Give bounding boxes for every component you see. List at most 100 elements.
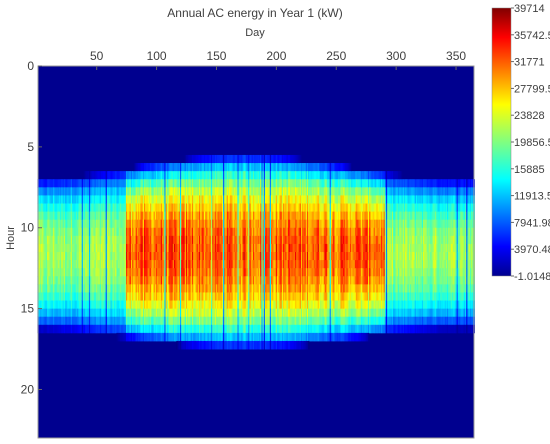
- heatmap-cell: [211, 195, 213, 204]
- heatmap-cell: [121, 292, 123, 301]
- heatmap-cell: [195, 284, 198, 293]
- heatmap-cell: [96, 243, 98, 253]
- heatmap-cell: [133, 332, 135, 342]
- heatmap-cell: [275, 268, 278, 277]
- heatmap-cell: [93, 276, 96, 285]
- heatmap-cell: [97, 308, 99, 318]
- heatmap-cell: [39, 260, 42, 269]
- heatmap-cell: [112, 227, 115, 237]
- heatmap-cell: [275, 219, 278, 229]
- heatmap-cell: [279, 235, 281, 245]
- heatmap-cell: [288, 276, 291, 285]
- heatmap-cell: [195, 154, 198, 164]
- heatmap-cell: [68, 284, 71, 293]
- heatmap-cell: [237, 276, 240, 285]
- heatmap-cell: [303, 340, 305, 350]
- heatmap-cell: [117, 219, 120, 229]
- heatmap-cell: [163, 292, 165, 301]
- heatmap-cell: [100, 292, 103, 301]
- heatmap-cell: [147, 308, 150, 318]
- heatmap-cell: [171, 211, 174, 221]
- heatmap-cell: [227, 195, 230, 204]
- heatmap-cell: [62, 268, 65, 277]
- heatmap-cell: [182, 340, 184, 350]
- heatmap-cell: [187, 332, 189, 342]
- heatmap-cell: [179, 219, 182, 229]
- heatmap-cell: [153, 179, 156, 188]
- heatmap-cell: [254, 268, 256, 277]
- heatmap-cell: [58, 308, 61, 318]
- heatmap-cell: [286, 260, 289, 269]
- heatmap-cell: [50, 276, 53, 285]
- heatmap-cell: [268, 260, 271, 269]
- heatmap-cell: [185, 276, 188, 285]
- heatmap-cell: [81, 308, 84, 318]
- heatmap-cell: [128, 252, 131, 261]
- heatmap-cell: [305, 187, 308, 196]
- heatmap-cell: [169, 219, 171, 229]
- heatmap-cell: [251, 276, 254, 285]
- heatmap-cell: [248, 154, 250, 164]
- heatmap-cell: [165, 268, 168, 277]
- heatmap-cell: [139, 252, 141, 261]
- heatmap-cell: [52, 219, 55, 229]
- heatmap-cell: [43, 243, 45, 253]
- heatmap-cell: [202, 171, 205, 180]
- heatmap-cell: [50, 235, 53, 245]
- heatmap-cell: [235, 195, 237, 204]
- heatmap-cell: [105, 252, 108, 261]
- heatmap-cell: [266, 227, 268, 237]
- heatmap-cell: [250, 260, 253, 269]
- heatmap-cell: [72, 276, 74, 285]
- heatmap-cell: [72, 308, 74, 318]
- heatmap-cell: [110, 308, 113, 318]
- heatmap-cell: [146, 203, 148, 212]
- heatmap-cell: [126, 243, 128, 253]
- heatmap-cell: [172, 227, 175, 237]
- heatmap-cell: [272, 179, 274, 188]
- heatmap-cell: [237, 195, 240, 204]
- heatmap-cell: [219, 308, 222, 318]
- heatmap-cell: [187, 340, 189, 350]
- heatmap-cell: [248, 211, 250, 221]
- heatmap-cell: [166, 171, 169, 180]
- heatmap-cell: [218, 243, 220, 253]
- heatmap-cell: [127, 252, 129, 261]
- heatmap-cell: [148, 308, 151, 318]
- heatmap-cell: [247, 316, 249, 326]
- heatmap-cell: [140, 316, 143, 326]
- heatmap-cell: [266, 187, 268, 196]
- heatmap-cell: [105, 187, 108, 196]
- heatmap-cell: [58, 276, 61, 285]
- heatmap-cell: [103, 316, 105, 326]
- heatmap-cell: [158, 308, 160, 318]
- heatmap-cell: [57, 292, 60, 301]
- heatmap-cell: [245, 235, 248, 245]
- heatmap-cell: [183, 227, 186, 237]
- heatmap-cell: [148, 211, 151, 221]
- heatmap-cell: [106, 195, 109, 204]
- heatmap-cell: [50, 179, 53, 188]
- heatmap-cell: [145, 243, 147, 253]
- heatmap-cell: [251, 268, 254, 277]
- heatmap-cell: [226, 252, 229, 261]
- heatmap-cell: [291, 332, 293, 342]
- heatmap-cell: [229, 340, 231, 350]
- heatmap-cell: [224, 203, 226, 212]
- heatmap-cell: [79, 324, 81, 334]
- heatmap-cell: [171, 324, 174, 334]
- heatmap-cell: [96, 316, 98, 326]
- heatmap-cell: [206, 211, 208, 221]
- heatmap-cell: [69, 187, 72, 196]
- heatmap-cell: [300, 219, 303, 229]
- heatmap-cell: [72, 292, 74, 301]
- heatmap-cells: [37, 154, 475, 350]
- heatmap-cell: [100, 316, 103, 326]
- heatmap-cell: [298, 308, 301, 318]
- heatmap-cell: [269, 227, 272, 237]
- heatmap-cell: [129, 268, 132, 277]
- heatmap-cell: [195, 235, 198, 245]
- heatmap-cell: [170, 324, 172, 334]
- heatmap-cell: [139, 211, 141, 221]
- heatmap-cell: [296, 211, 298, 221]
